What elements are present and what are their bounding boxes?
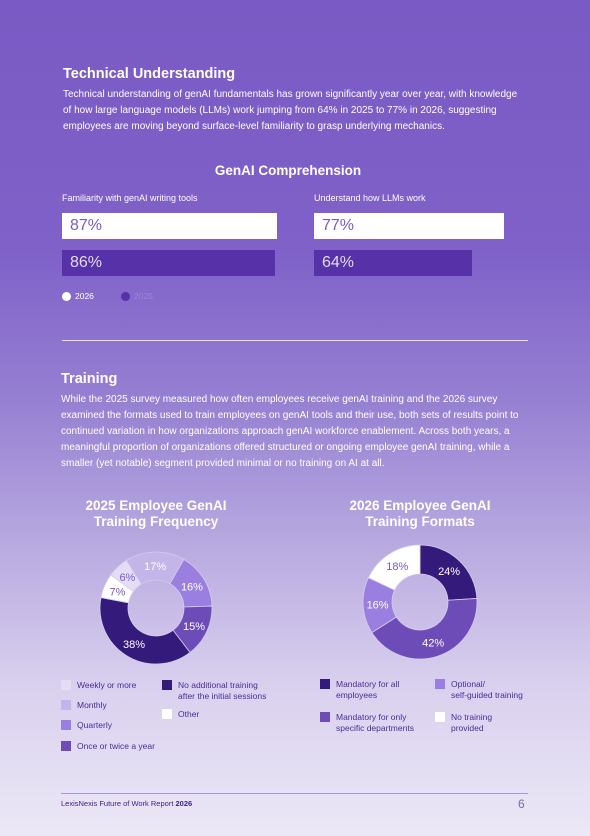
technical-paragraph: Technical understanding of genAI fundame… [63, 89, 518, 132]
legend-optional-line1: Optional/ [451, 679, 486, 689]
freq-slice-5 [110, 559, 142, 593]
legend-weekly: Weekly or more [61, 680, 136, 691]
legend-mand-dept-text: Mandatory for only specific departments [336, 712, 414, 734]
legend-2026-dot [62, 291, 71, 301]
legend-mand-all-swatch [320, 679, 330, 689]
legend-other-swatch [162, 709, 172, 719]
legend-mand-all-line1: Mandatory for all [336, 679, 400, 689]
legend-monthly-swatch [61, 700, 71, 710]
format-slice-1 [371, 597, 478, 660]
legend-quarterly-label: Quarterly [77, 720, 112, 730]
freq-chart-title-line2: Training Frequency [93, 514, 219, 529]
bar-value-label: 77% [322, 217, 355, 234]
legend-once-twice-label: Once or twice a year [77, 741, 155, 751]
bar-value-label: 86% [70, 254, 103, 271]
footer-report-name: LexisNexis Future of Work Report [61, 799, 174, 808]
freq-slice-label-3: 38% [123, 639, 145, 651]
legend-once-twice-swatch [61, 741, 71, 751]
legend-optional: Optional/ self-guided training [435, 679, 523, 701]
format-slice-label-0: 24% [438, 566, 460, 578]
legend-optional-line2: self-guided training [451, 690, 523, 700]
format-slice-label-1: 42% [422, 637, 444, 649]
bar-2026-familiarity: 87% [62, 213, 277, 239]
footer-report-year: 2026 [175, 799, 193, 808]
freq-slice-label-2: 15% [183, 621, 205, 633]
format-chart-title-line2: Training Formats [365, 514, 475, 529]
freq-chart-title-line1: 2025 Employee GenAI [85, 498, 227, 513]
legend-2025-label: 2025 [134, 291, 153, 301]
legend-none-swatch [435, 712, 445, 722]
format-chart-title-line1: 2026 Employee GenAI [349, 498, 491, 513]
legend-mand-dept-line1: Mandatory for only [336, 712, 407, 722]
legend-no-additional-text: No additional training after the initial… [178, 680, 266, 702]
legend-mand-dept-swatch [320, 712, 330, 722]
legend-mand-all: Mandatory for all employees [320, 679, 399, 701]
freq-chart-title: 2025 Employee GenAI Training Frequency [58, 498, 254, 530]
legend-optional-swatch [435, 679, 445, 689]
bar-2025-llm: 64% [314, 250, 472, 276]
legend-quarterly: Quarterly [61, 720, 112, 731]
technical-heading: Technical Understanding [63, 66, 236, 82]
legend-none-line1: No training [451, 712, 493, 722]
freq-slice-3 [99, 597, 191, 665]
bar-2026-llm: 77% [314, 213, 504, 239]
legend-once-twice: Once or twice a year [61, 741, 155, 752]
legend-none: No training provided [435, 712, 492, 734]
legend-none-line2: provided [451, 723, 484, 733]
legend-weekly-label: Weekly or more [77, 680, 137, 690]
bar-value-label: 64% [322, 254, 355, 271]
legend-none-text: No training provided [451, 712, 492, 734]
legend-optional-text: Optional/ self-guided training [451, 679, 523, 701]
training-heading: Training [61, 371, 118, 387]
legend-mand-all-text: Mandatory for all employees [336, 679, 399, 701]
training-paragraph: While the 2025 survey measured how often… [61, 394, 519, 469]
legend-other-label: Other [178, 709, 200, 719]
legend-2025-dot [121, 291, 130, 301]
format-chart-title: 2026 Employee GenAI Training Formats [322, 498, 518, 530]
freq-slice-label-4: 7% [110, 586, 126, 598]
legend-2025: 2025 [121, 291, 153, 301]
legend-mand-dept: Mandatory for only specific departments [320, 712, 414, 734]
legend-2026: 2026 [62, 291, 94, 301]
format-slice-label-3: 18% [386, 561, 408, 573]
bar-value-label: 87% [70, 217, 103, 234]
llm-label: Understand how LLMs work [314, 193, 426, 203]
freq-slice-label-0: 17% [144, 561, 166, 573]
freq-slice-label-1: 16% [181, 581, 203, 593]
comprehension-title: GenAI Comprehension [214, 163, 362, 178]
legend-no-additional-swatch [162, 680, 172, 690]
familiarity-label: Familiarity with genAI writing tools [62, 193, 198, 203]
legend-weekly-swatch [61, 680, 71, 690]
legend-monthly-label: Monthly [77, 700, 107, 710]
legend-mand-all-line2: employees [336, 690, 378, 700]
legend-monthly: Monthly [61, 700, 107, 711]
legend-2026-label: 2026 [75, 291, 94, 301]
format-slice-label-2: 16% [367, 600, 389, 612]
legend-other: Other [162, 709, 199, 720]
section-divider [62, 340, 528, 341]
bar-2025-familiarity: 86% [62, 250, 275, 276]
format-slice-3 [367, 544, 421, 591]
page-number: 6 [518, 797, 525, 811]
freq-slice-label-5: 6% [119, 572, 135, 584]
legend-no-additional-line1: No additional training [178, 680, 258, 690]
legend-no-additional: No additional training after the initial… [162, 680, 266, 702]
legend-quarterly-swatch [61, 720, 71, 730]
footer-report: LexisNexis Future of Work Report 2026 [61, 799, 192, 808]
footer-rule [61, 793, 528, 794]
legend-mand-dept-line2: specific departments [336, 723, 414, 733]
legend-no-additional-line2: after the initial sessions [178, 691, 267, 701]
